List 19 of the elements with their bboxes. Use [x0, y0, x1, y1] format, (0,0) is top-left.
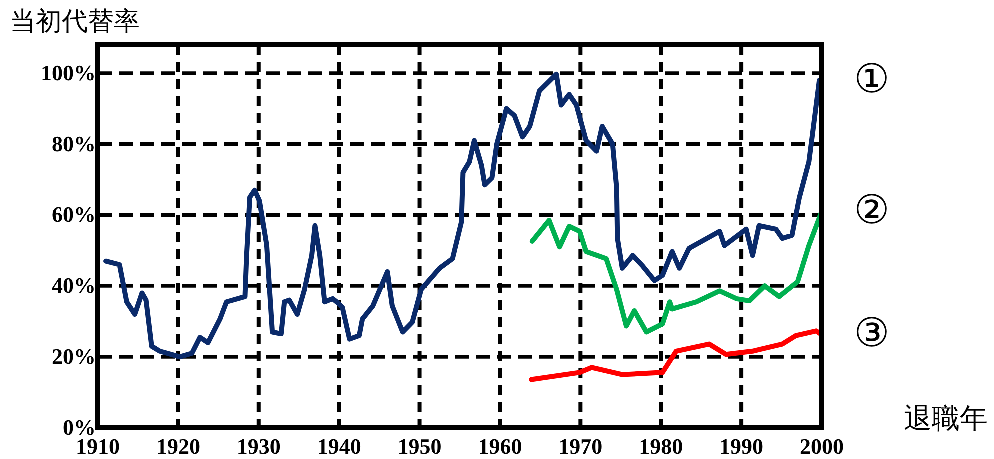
x-tick-label: 1960	[478, 434, 522, 459]
x-tick-label: 1980	[639, 434, 684, 459]
x-tick-label: 1930	[236, 434, 281, 459]
series-label: ②	[854, 188, 890, 234]
y-tick-label: 40%	[52, 273, 96, 298]
x-tick-label: 2000	[800, 434, 844, 459]
x-tick-label: 1940	[317, 434, 362, 459]
x-tick-label: 1990	[720, 434, 764, 459]
y-tick-label: 80%	[52, 131, 96, 156]
x-tick-label: 1970	[558, 434, 603, 459]
series-label: ③	[854, 310, 890, 356]
x-axis-title: 退職年	[904, 402, 988, 435]
series-label: ①	[854, 56, 890, 102]
y-tick-label: 20%	[52, 344, 96, 370]
x-tick-label: 1950	[398, 434, 442, 459]
y-tick-label: 60%	[52, 202, 96, 228]
y-axis-title: 当初代替率	[10, 7, 140, 37]
y-tick-label: 100%	[41, 60, 96, 86]
x-tick-label: 1920	[156, 434, 200, 459]
